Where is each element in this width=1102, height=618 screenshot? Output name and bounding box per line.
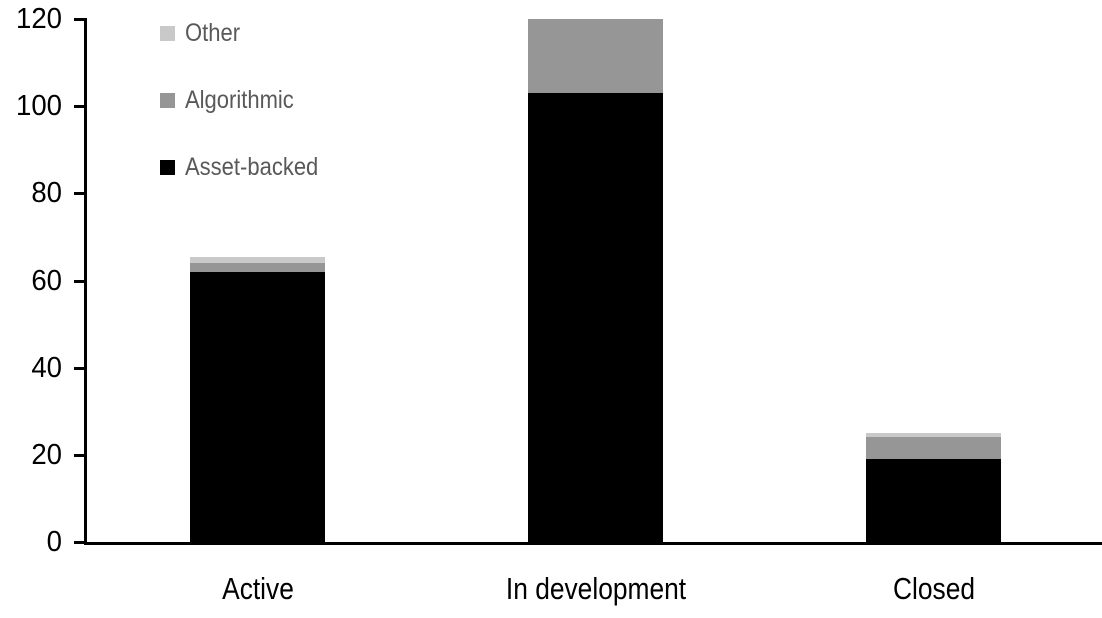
- legend-row-asset-backed: Asset-backed: [160, 153, 336, 181]
- y-tick-mark-60: [74, 279, 87, 283]
- y-tick-mark-120: [74, 18, 87, 21]
- category-label-active: Active: [221, 571, 294, 606]
- legend-label-other: Other: [185, 19, 241, 47]
- legend-swatch-algorithmic-icon: [160, 93, 175, 108]
- y-tick-label-80: 80: [31, 177, 62, 210]
- category-label-in-development: In development: [505, 571, 686, 606]
- y-tick-mark-80: [74, 192, 87, 196]
- bar-segment-closed-asset-backed: [866, 459, 1001, 542]
- y-tick-mark-100: [74, 105, 87, 109]
- legend-swatch-other-icon: [160, 26, 175, 41]
- legend-swatch-asset-backed-icon: [160, 160, 175, 175]
- y-tick-label-20: 20: [31, 438, 62, 471]
- bar-segment-active-asset-backed: [190, 271, 325, 542]
- category-label-closed: Closed: [892, 571, 975, 606]
- y-tick-label-60: 60: [31, 264, 62, 297]
- bar-segment-active-algorithmic: [190, 263, 325, 272]
- bar-segment-closed-algorithmic: [866, 437, 1001, 460]
- legend-label-asset-backed: Asset-backed: [185, 153, 319, 181]
- legend-label-algorithmic: Algorithmic: [185, 86, 294, 114]
- bar-segment-active-other: [190, 256, 325, 264]
- bar-segment-in-development-algorithmic: [528, 19, 663, 94]
- legend-row-algorithmic: Algorithmic: [160, 86, 336, 114]
- bar-segment-in-development-asset-backed: [528, 93, 663, 542]
- legend-row-other: Other: [160, 19, 336, 47]
- y-tick-mark-20: [74, 453, 87, 457]
- y-tick-label-0: 0: [46, 526, 62, 558]
- y-tick-mark-40: [74, 366, 87, 370]
- y-tick-mark-0: [74, 541, 87, 544]
- y-tick-label-100: 100: [16, 90, 62, 123]
- y-tick-label-40: 40: [31, 351, 62, 384]
- y-tick-label-120: 120: [16, 3, 62, 35]
- bar-segment-closed-other: [866, 433, 1001, 438]
- legend: Other Algorithmic Asset-backed: [160, 19, 336, 227]
- x-axis-line: [84, 542, 1102, 545]
